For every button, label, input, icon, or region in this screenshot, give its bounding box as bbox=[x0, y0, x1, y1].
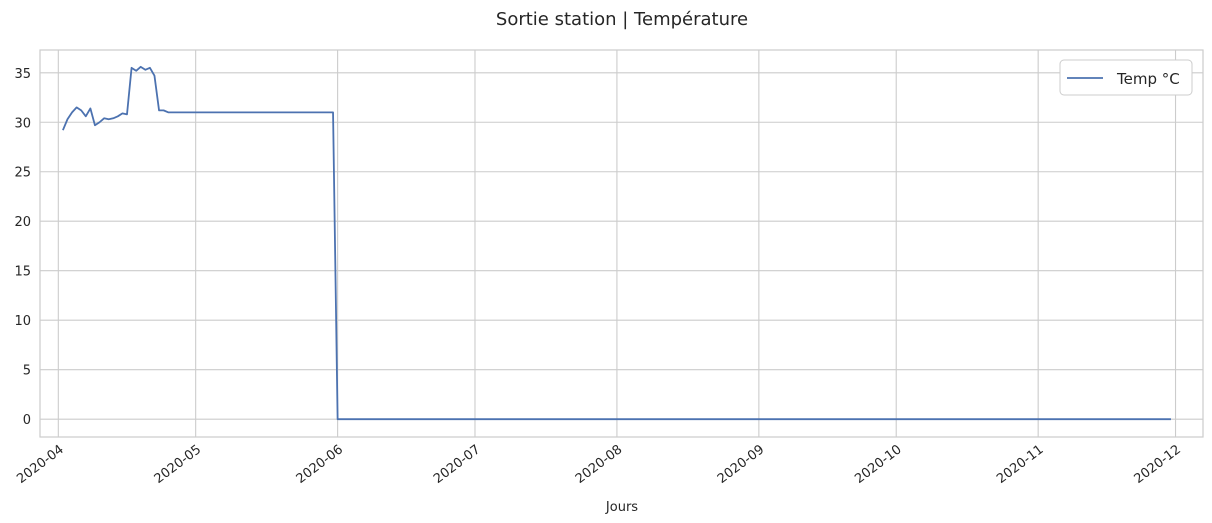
y-tick-label: 35 bbox=[14, 67, 31, 82]
y-tick-label: 30 bbox=[14, 116, 31, 131]
plot-frame bbox=[39, 49, 1204, 438]
y-tick-label: 0 bbox=[23, 413, 31, 428]
y-tick-label: 10 bbox=[14, 314, 31, 329]
y-tick-label: 5 bbox=[23, 364, 31, 379]
chart-title: Sortie station | Température bbox=[496, 9, 748, 30]
legend: Temp °C bbox=[1059, 59, 1193, 96]
legend-label-temp: Temp °C bbox=[1116, 70, 1180, 88]
y-tick-label: 15 bbox=[14, 265, 31, 280]
y-tick-label: 25 bbox=[14, 166, 31, 181]
series-line-temp bbox=[62, 65, 1171, 421]
legend-box bbox=[1059, 59, 1193, 96]
grid bbox=[40, 50, 1203, 437]
x-axis-label: Jours bbox=[605, 500, 638, 515]
y-axis: 0 5 10 15 20 25 30 35 bbox=[14, 67, 31, 428]
y-tick-label: 20 bbox=[14, 215, 31, 230]
